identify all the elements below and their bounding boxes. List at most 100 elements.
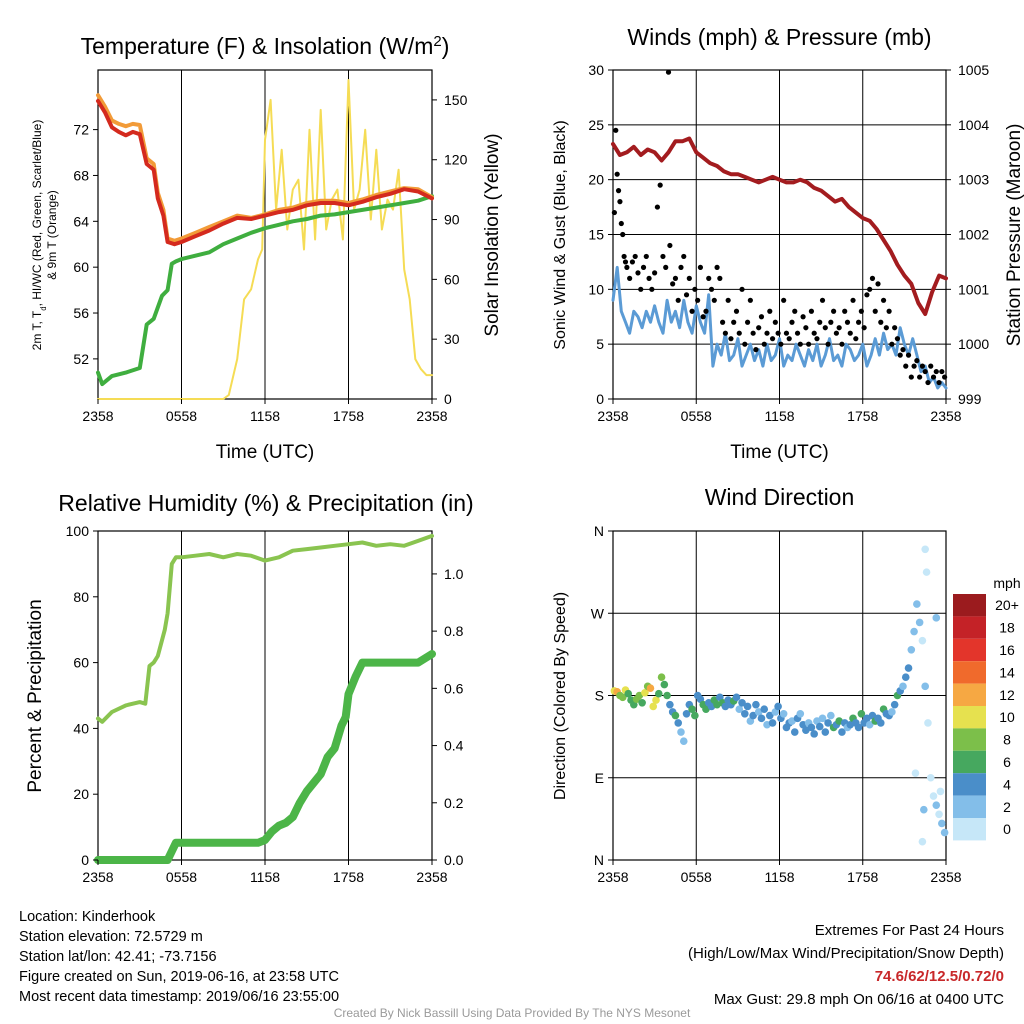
direction-point — [741, 709, 749, 718]
gust-point — [883, 325, 889, 331]
gust-point — [825, 341, 831, 347]
temperature-xtick-label: 0558 — [166, 408, 197, 424]
gust-point — [772, 319, 778, 325]
gust-point — [657, 182, 663, 188]
gust-point — [792, 308, 798, 314]
direction-point — [929, 792, 938, 800]
gust-point — [897, 352, 903, 358]
gust-point — [922, 368, 928, 375]
gust-point — [855, 319, 862, 325]
gust-point — [689, 308, 695, 314]
gust-point — [670, 281, 676, 287]
gust-point — [714, 264, 720, 270]
colorbar-swatch — [953, 795, 986, 818]
humidity-xtick-label: 2358 — [82, 869, 113, 885]
gust-point — [722, 330, 728, 336]
gust-point — [853, 336, 859, 342]
direction-point — [910, 627, 918, 636]
humidity-ytick-label: 60 — [73, 655, 89, 671]
colorbar-label: 6 — [1003, 754, 1011, 770]
direction-point — [920, 805, 928, 814]
gust-point — [789, 319, 795, 325]
gust-point — [635, 270, 641, 276]
temperature-ylabel-line2: & 9m T (Orange) — [45, 190, 59, 280]
colorbar-swatch — [953, 683, 986, 706]
winds-xtick-label: 1158 — [764, 408, 794, 424]
direction-point — [876, 719, 885, 727]
direction-ytick-label: E — [595, 770, 604, 786]
gust-point — [842, 308, 848, 314]
direction-ylabel-left: Direction (Colored By Speed) — [552, 592, 569, 800]
temperature-ylabel-right: Solar Insolation (Yellow) — [482, 133, 503, 336]
humidity-line — [96, 533, 434, 724]
gust-point — [775, 330, 781, 336]
gust-point — [660, 253, 666, 260]
colorbar-label: 12 — [999, 687, 1015, 703]
gust-point — [733, 308, 740, 314]
direction-point — [790, 728, 799, 736]
colorbar-swatch — [953, 773, 986, 796]
colorbar-swatch — [953, 728, 986, 751]
gust-point — [786, 336, 792, 342]
colorbar-label: 14 — [999, 664, 1015, 680]
colorbar-label: 8 — [1003, 732, 1011, 748]
direction-point — [940, 828, 949, 837]
humidity-ytick-right-label: 0.4 — [444, 738, 464, 754]
dewpoint-line — [96, 194, 434, 387]
gust-point — [717, 275, 723, 281]
gust-point — [839, 341, 845, 347]
pressure-line — [611, 136, 948, 316]
humidity-ytick-label: 0 — [81, 852, 89, 868]
gust-point — [725, 297, 731, 303]
humidity-ytick-label: 80 — [73, 589, 89, 605]
winds-ylabel-right: Station Pressure (Maroon) — [1004, 124, 1024, 347]
direction-point — [815, 722, 824, 731]
direction-point — [921, 545, 929, 554]
precip-line — [94, 650, 436, 864]
air_temp-line — [96, 99, 434, 247]
direction-ytick-label: S — [595, 688, 604, 704]
gust-point — [736, 330, 742, 336]
direction-point — [646, 684, 655, 692]
temperature-ytick-label: 52 — [73, 351, 89, 367]
gust-point — [697, 264, 704, 270]
humidity-ytick-right-label: 0.0 — [444, 852, 464, 868]
direction-point — [779, 709, 788, 718]
gust-point — [611, 209, 617, 216]
gust-point — [844, 319, 851, 325]
gust-point — [627, 275, 633, 281]
credit-text: Created By Nick Bassill Using Data Provi… — [333, 1006, 691, 1020]
gust-point — [919, 363, 926, 369]
direction-point — [757, 714, 766, 723]
direction-point — [854, 723, 863, 732]
direction-point — [752, 700, 760, 709]
colorbar-label: 20+ — [995, 597, 1019, 613]
humidity-ytick-right-label: 1.0 — [444, 566, 464, 582]
direction-point — [796, 709, 805, 718]
direction-point — [749, 711, 757, 720]
direction-point — [677, 728, 685, 736]
extremes-legend: (High/Low/Max Wind/Precipitation/Snow De… — [688, 945, 1004, 962]
direction-point — [913, 600, 921, 608]
direction-point — [735, 705, 744, 714]
winds-xtick-label: 0558 — [681, 408, 712, 424]
direction-point — [743, 702, 752, 711]
gust-point — [700, 314, 706, 320]
gust-point — [778, 341, 784, 347]
extremes-values: 74.6/62/12.5/0.72/0 — [874, 968, 1004, 985]
direction-point — [768, 719, 777, 727]
gust-point — [742, 341, 748, 347]
gust-point — [678, 264, 684, 270]
gust-point — [831, 308, 837, 314]
winds-ytick-label: 10 — [588, 281, 604, 297]
gust-point — [781, 297, 787, 303]
winds-xtick-label: 1758 — [847, 408, 878, 424]
direction-point — [765, 711, 774, 720]
gust-point — [806, 341, 812, 347]
colorbar-label: 0 — [1003, 821, 1011, 837]
humidity-ytick-right-label: 0.2 — [444, 795, 464, 811]
temperature-xlabel: Time (UTC) — [216, 442, 315, 463]
direction-point — [857, 709, 866, 718]
winds-ytick-right-label: 1003 — [958, 172, 989, 188]
humidity-xtick-label: 1758 — [333, 869, 364, 885]
